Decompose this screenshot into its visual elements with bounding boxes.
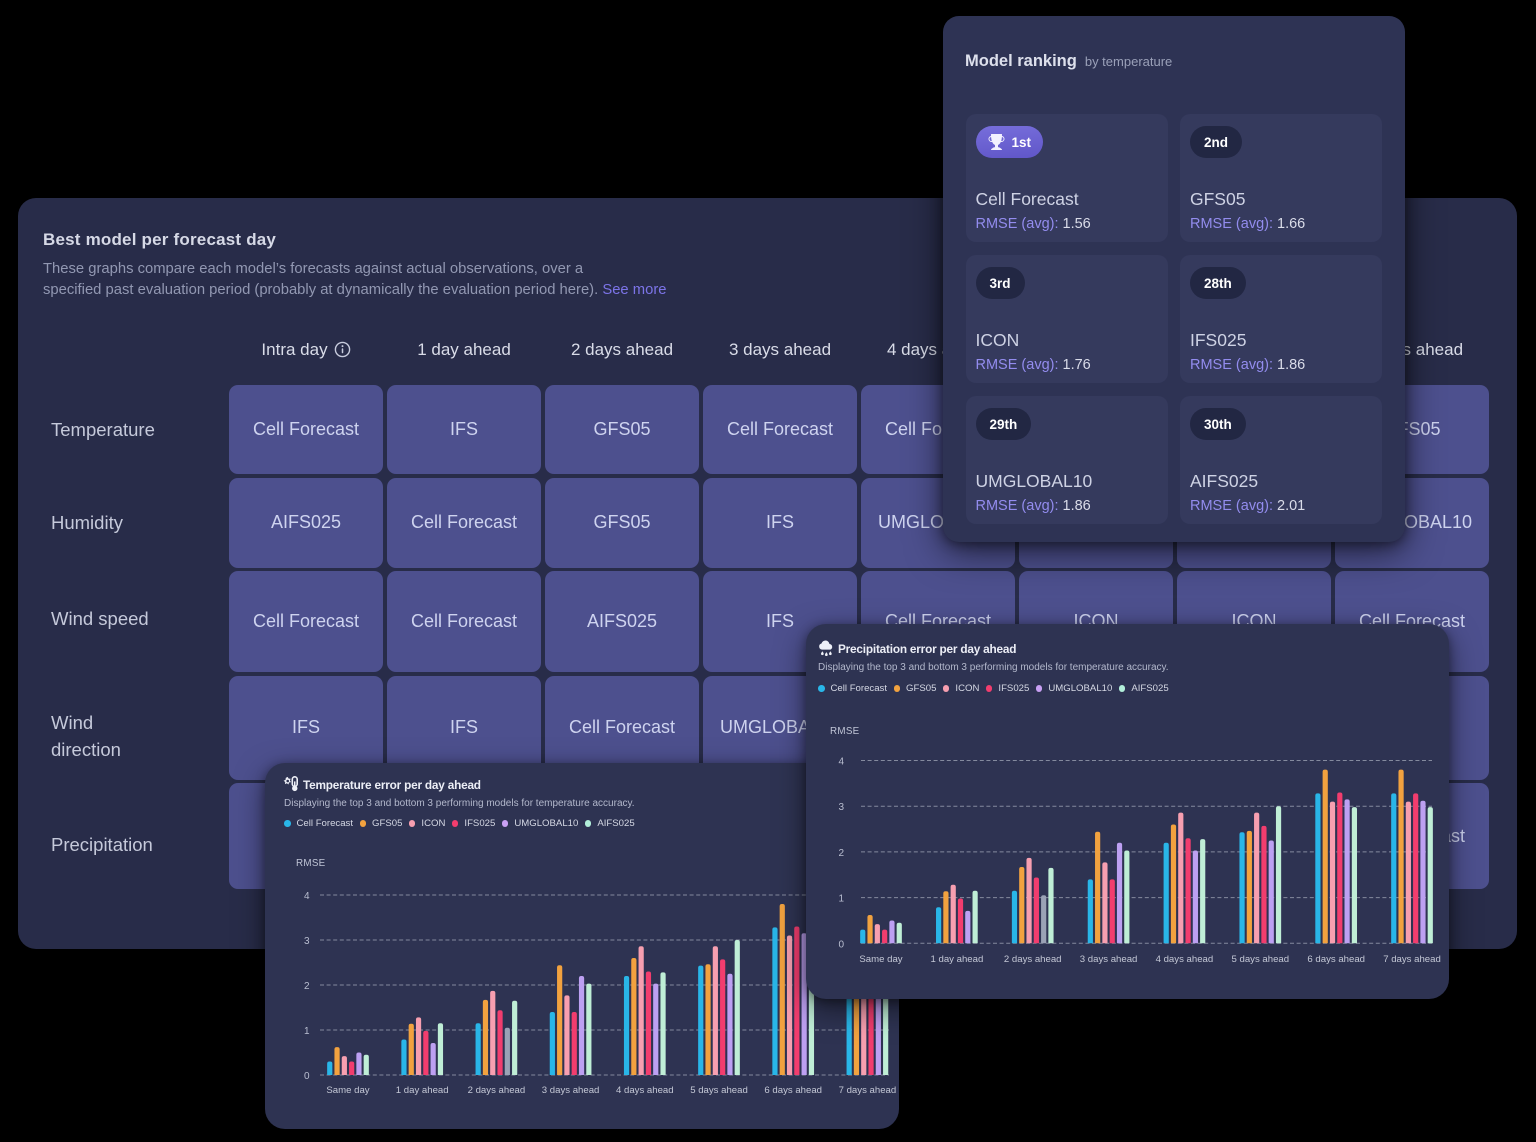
svg-text:4: 4 [838, 757, 844, 768]
svg-text:3 days ahead: 3 days ahead [1080, 954, 1138, 965]
svg-text:1 day ahead: 1 day ahead [396, 1085, 449, 1096]
svg-text:1: 1 [838, 894, 844, 905]
svg-text:6 days ahead: 6 days ahead [764, 1085, 822, 1096]
svg-text:1 day ahead: 1 day ahead [930, 954, 983, 965]
svg-text:2 days ahead: 2 days ahead [468, 1085, 526, 1096]
svg-text:0: 0 [838, 939, 844, 950]
svg-text:7 days ahead: 7 days ahead [839, 1085, 897, 1096]
svg-text:0: 0 [304, 1071, 310, 1082]
svg-text:Same day: Same day [326, 1085, 369, 1096]
svg-text:3: 3 [304, 936, 310, 947]
svg-text:2: 2 [838, 848, 844, 859]
svg-text:7 days ahead: 7 days ahead [1383, 954, 1441, 965]
svg-text:4 days ahead: 4 days ahead [1156, 954, 1214, 965]
svg-text:6 days ahead: 6 days ahead [1307, 954, 1365, 965]
svg-text:3 days ahead: 3 days ahead [542, 1085, 600, 1096]
svg-text:2 days ahead: 2 days ahead [1004, 954, 1062, 965]
svg-text:5 days ahead: 5 days ahead [1231, 954, 1289, 965]
svg-text:5 days ahead: 5 days ahead [690, 1085, 748, 1096]
svg-text:4 days ahead: 4 days ahead [616, 1085, 674, 1096]
svg-text:Same day: Same day [859, 954, 902, 965]
svg-text:1: 1 [304, 1026, 310, 1037]
svg-text:3: 3 [838, 802, 844, 813]
svg-text:4: 4 [304, 891, 310, 902]
svg-text:2: 2 [304, 981, 310, 992]
